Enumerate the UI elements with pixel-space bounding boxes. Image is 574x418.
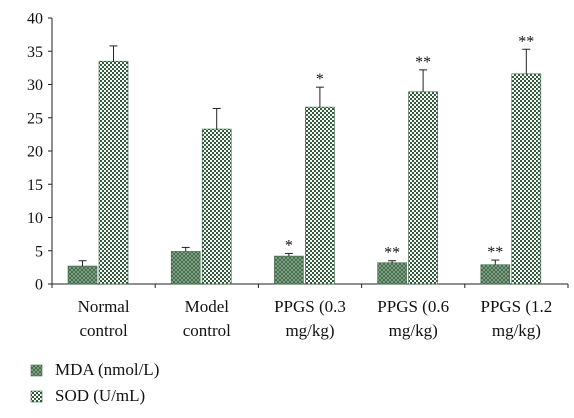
x-tick-label: control <box>183 321 231 340</box>
bar <box>305 106 335 285</box>
bar <box>274 255 304 285</box>
x-tick-label: PPGS (0.6 <box>377 297 449 316</box>
y-tick-label: 35 <box>27 44 43 61</box>
y-tick-label: 30 <box>27 77 43 94</box>
y-tick-label: 10 <box>27 210 43 227</box>
y-tick-label: 15 <box>27 177 43 194</box>
x-tick-label: mg/kg) <box>285 321 334 340</box>
bar <box>480 264 511 285</box>
bar <box>408 91 438 285</box>
legend-label: SOD (U/mL) <box>55 386 145 405</box>
bar <box>511 73 542 285</box>
legend-swatch <box>30 390 43 403</box>
x-tick-label: control <box>80 321 128 340</box>
x-tick-label: mg/kg) <box>492 321 541 340</box>
bar <box>98 60 129 285</box>
legend-swatch <box>30 364 43 377</box>
y-tick-label: 0 <box>35 277 43 294</box>
significance-label: * <box>316 71 324 88</box>
significance-label: ** <box>384 245 400 262</box>
y-tick-label: 5 <box>35 243 43 260</box>
y-tick-label: 20 <box>27 144 43 161</box>
y-tick-label: 25 <box>27 110 43 127</box>
axes: 0 5 10 15 20 25 30 35 40 <box>27 11 569 294</box>
y-tick-label: 40 <box>27 11 43 28</box>
bar <box>377 262 407 285</box>
significance-label: * <box>285 237 293 254</box>
bars: ********** <box>67 33 542 285</box>
bar <box>201 128 232 285</box>
legend: MDA (nmol/L) SOD (U/mL) <box>30 360 159 405</box>
legend-label: MDA (nmol/L) <box>55 360 159 379</box>
bar <box>170 251 201 285</box>
x-tick-label: Normal <box>78 297 130 316</box>
bar <box>67 265 98 285</box>
x-tick-label: PPGS (0.3 <box>274 297 346 316</box>
significance-label: ** <box>518 33 534 50</box>
significance-label: ** <box>415 54 431 71</box>
x-tick-label: mg/kg) <box>389 321 438 340</box>
x-tick-labels: Normal control Model control PPGS (0.3 mg/kg)… <box>78 297 553 340</box>
significance-label: ** <box>487 244 503 261</box>
x-tick-label: PPGS (1.2 <box>480 297 552 316</box>
x-tick-label: Model <box>185 297 230 316</box>
